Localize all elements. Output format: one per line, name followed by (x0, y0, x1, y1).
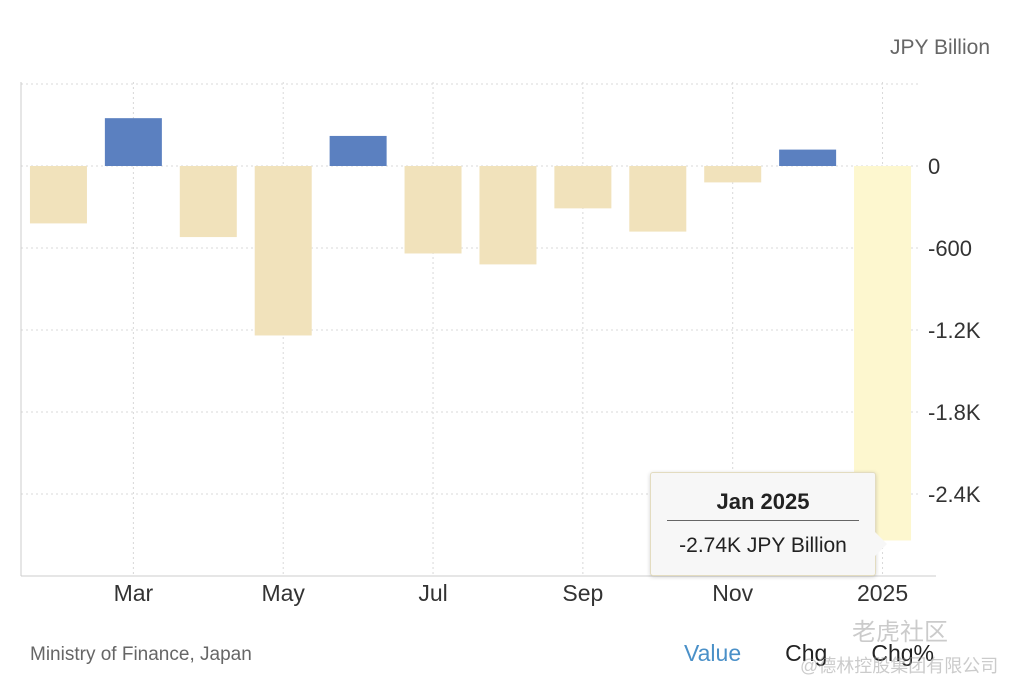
y-tick-label-2: -1.2K (928, 318, 981, 343)
unit-label: JPY Billion (890, 36, 990, 59)
tab-chg-percent[interactable]: Chg% (871, 640, 934, 666)
tooltip-title: Jan 2025 (716, 489, 810, 514)
x-tick-label-1: May (261, 580, 305, 606)
bar-may (254, 166, 312, 336)
x-tick-label-0: Mar (114, 580, 154, 606)
tab-value[interactable]: Value (684, 640, 742, 666)
bar-feb (29, 166, 87, 224)
x-tick-label-2: Jul (418, 580, 447, 606)
bar-mar (104, 118, 162, 166)
y-tick-label-4: -2.4K (928, 482, 981, 507)
watermark-logo: 老虎社区 (852, 619, 948, 646)
watermark-subtext: @德林控股集团有限公司 (800, 656, 999, 676)
tooltip-divider (667, 520, 859, 521)
bar-oct (629, 166, 687, 232)
bar-jun (329, 135, 387, 166)
x-tick-label-3: Sep (562, 580, 603, 606)
x-tick-label-5: 2025 (857, 580, 908, 606)
source-label: Ministry of Finance, Japan (30, 644, 252, 665)
tooltip-value: -2.74K JPY Billion (679, 534, 847, 557)
y-tick-label-3: -1.8K (928, 400, 981, 425)
bar-nov (704, 166, 762, 183)
tooltip: Jan 2025 -2.74K JPY Billion (650, 472, 876, 576)
y-tick-label-0: 0 (928, 154, 940, 179)
bar-apr (179, 166, 237, 238)
y-tick-label-1: -600 (928, 236, 972, 261)
bar-dec (779, 149, 837, 166)
tab-chg[interactable]: Chg (785, 640, 828, 666)
view-tabs: Value Chg Chg% (684, 640, 934, 667)
bar-aug (479, 166, 537, 265)
bar-jul (404, 166, 462, 254)
tooltip-arrow (875, 532, 887, 556)
x-tick-label-4: Nov (712, 580, 753, 606)
bar-sep (554, 166, 612, 209)
